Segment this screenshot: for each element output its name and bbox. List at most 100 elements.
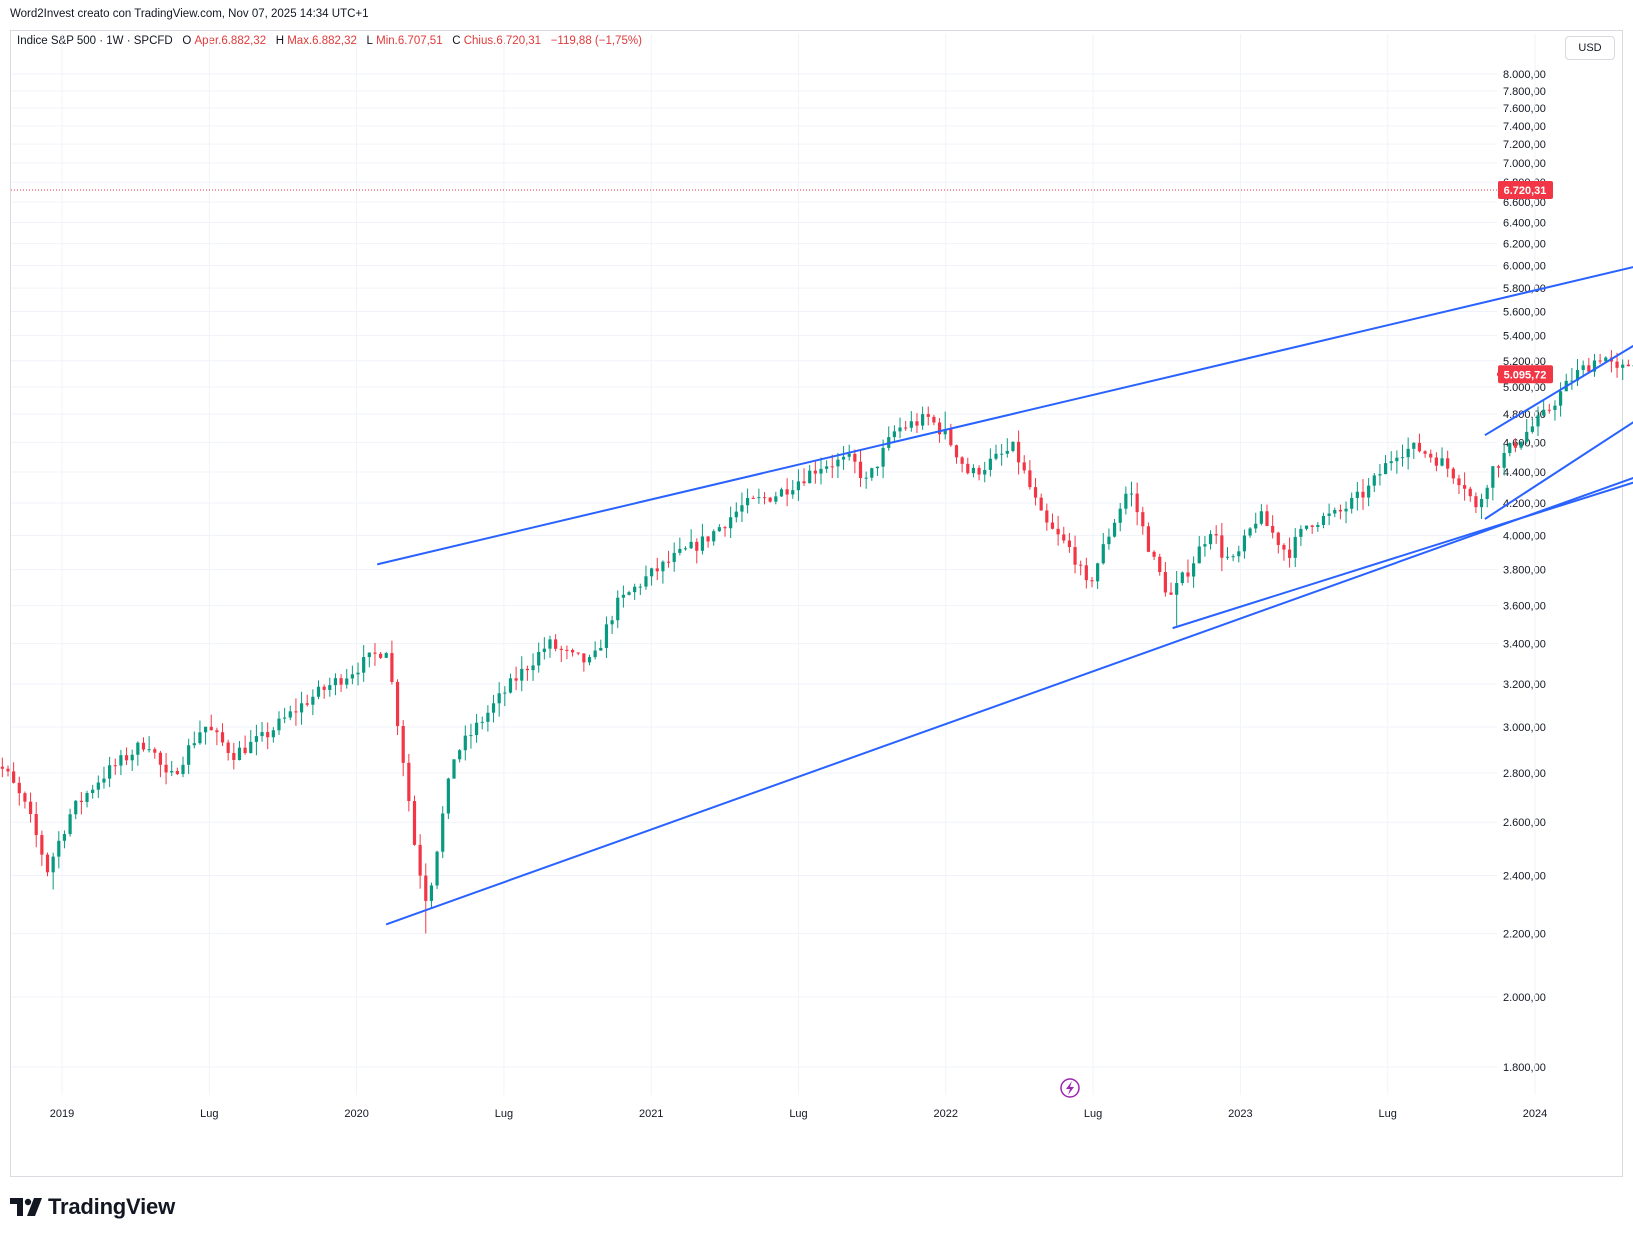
candle-body bbox=[91, 789, 95, 793]
candle-body bbox=[1575, 370, 1580, 381]
candle-body bbox=[153, 749, 157, 753]
candle-body bbox=[779, 489, 784, 497]
y-tick-label: 7.600,00 bbox=[1503, 103, 1546, 115]
candle-body bbox=[119, 755, 123, 766]
tradingview-logo[interactable]: TradingView bbox=[10, 1194, 175, 1220]
symbol-label[interactable]: Indice S&P 500 · 1W · SPCFD bbox=[17, 35, 173, 47]
candle-body bbox=[1050, 522, 1055, 529]
candle-body bbox=[841, 456, 846, 460]
candle-body bbox=[825, 466, 829, 469]
candle-body bbox=[1440, 458, 1444, 466]
candle-body bbox=[1146, 526, 1151, 552]
candle-body bbox=[774, 496, 778, 502]
candle-body bbox=[379, 653, 383, 658]
candle-body bbox=[102, 778, 106, 783]
trendline-support-2022[interactable] bbox=[1172, 411, 1633, 630]
candle-body bbox=[864, 477, 868, 479]
trendline-inner-rising[interactable] bbox=[1484, 271, 1633, 520]
candle-body bbox=[1412, 442, 1416, 449]
candle-body bbox=[542, 648, 546, 652]
low-label: L bbox=[366, 35, 373, 47]
chart-caption: Word2Invest creato con TradingView.com, … bbox=[10, 8, 369, 20]
x-tick-label: Lug bbox=[495, 1108, 513, 1120]
y-tick-label: 6.000,00 bbox=[1503, 261, 1546, 273]
candle-body bbox=[226, 742, 230, 753]
candle-body bbox=[254, 736, 259, 742]
candle-body bbox=[503, 692, 507, 694]
candle-body bbox=[424, 875, 428, 901]
candle-body bbox=[1485, 487, 1489, 499]
y-tick-label: 2.200,00 bbox=[1503, 928, 1546, 940]
candle-body bbox=[1536, 415, 1540, 427]
candle-body bbox=[683, 548, 688, 550]
candle-body bbox=[587, 657, 592, 663]
candle-body bbox=[565, 649, 569, 651]
candle-body bbox=[723, 527, 727, 529]
candle-body bbox=[745, 497, 750, 506]
trendline-upper-channel[interactable] bbox=[376, 212, 1633, 566]
y-tick-label: 2.800,00 bbox=[1503, 768, 1546, 780]
candle-body bbox=[333, 678, 338, 686]
candle-body bbox=[23, 793, 27, 802]
candle-body bbox=[1028, 470, 1032, 488]
candle-body bbox=[1045, 510, 1049, 523]
candle-body bbox=[62, 834, 67, 841]
candle-body bbox=[164, 764, 168, 773]
candle-body bbox=[1553, 405, 1557, 410]
candle-body bbox=[1598, 360, 1602, 362]
y-tick-label: 3.000,00 bbox=[1503, 722, 1546, 734]
candle-body bbox=[198, 732, 202, 744]
candle-body bbox=[1282, 544, 1286, 550]
candle-body bbox=[497, 693, 501, 704]
candle-body bbox=[203, 726, 208, 733]
candle-body bbox=[904, 427, 908, 429]
x-tick-label: Lug bbox=[200, 1108, 218, 1120]
y-tick-label: 3.600,00 bbox=[1503, 601, 1546, 613]
trendline-lower-channel[interactable] bbox=[385, 363, 1633, 926]
candle-body bbox=[830, 466, 834, 468]
candle-body bbox=[1417, 442, 1422, 452]
candle-body bbox=[1276, 532, 1280, 545]
candle-body bbox=[1248, 528, 1252, 536]
trendline-steep-up[interactable] bbox=[1484, 249, 1633, 437]
candle-body bbox=[915, 421, 919, 426]
candle-body bbox=[559, 648, 563, 650]
candle-body bbox=[537, 651, 541, 666]
candle-body bbox=[1180, 572, 1184, 584]
candle-body bbox=[570, 650, 575, 653]
candle-body bbox=[1259, 511, 1263, 524]
candle-body bbox=[249, 741, 253, 754]
candle-body bbox=[1096, 563, 1100, 582]
candle-body bbox=[1338, 509, 1343, 512]
candle-body bbox=[1304, 525, 1309, 529]
y-tick-label: 1.800,00 bbox=[1503, 1062, 1546, 1074]
candle-body bbox=[672, 552, 676, 562]
candle-body bbox=[1446, 458, 1450, 469]
candle-body bbox=[1479, 498, 1484, 508]
candle-body bbox=[853, 453, 857, 462]
candle-body bbox=[356, 672, 360, 675]
candle-body bbox=[407, 762, 411, 802]
close-label: C bbox=[452, 35, 461, 47]
candle-body bbox=[1067, 540, 1072, 548]
candle-body bbox=[508, 678, 513, 693]
candle-body bbox=[1626, 364, 1630, 367]
candle-body bbox=[12, 771, 16, 783]
candle-body bbox=[762, 497, 767, 499]
x-tick-label: 2022 bbox=[934, 1108, 958, 1120]
candle-body bbox=[367, 652, 371, 658]
candle-body bbox=[661, 561, 665, 572]
candle-body bbox=[17, 782, 21, 794]
candle-body bbox=[1084, 565, 1088, 581]
change-value: −119,88 (−1,75%) bbox=[550, 35, 642, 47]
candle-body bbox=[655, 568, 659, 572]
candle-body bbox=[1101, 544, 1105, 564]
y-tick-label: 3.800,00 bbox=[1503, 565, 1546, 577]
currency-button[interactable]: USD bbox=[1565, 36, 1615, 60]
y-tick-label: 3.400,00 bbox=[1503, 639, 1546, 651]
y-tick-label: 6.200,00 bbox=[1503, 239, 1546, 251]
candle-body bbox=[802, 481, 806, 484]
candle-body bbox=[96, 782, 100, 790]
candle-body bbox=[729, 517, 733, 529]
